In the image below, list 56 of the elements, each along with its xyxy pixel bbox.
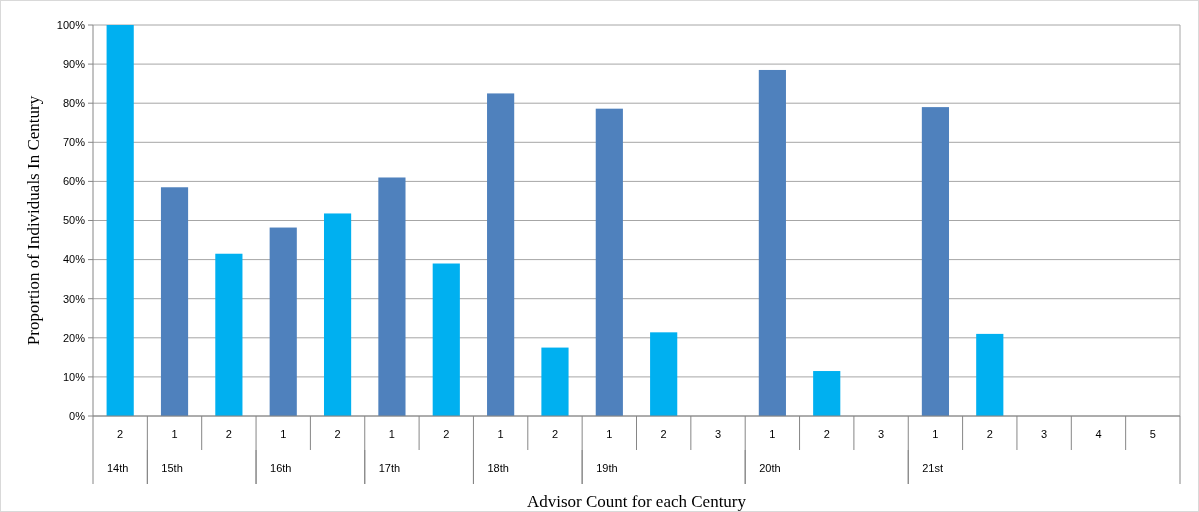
- bar: [921, 107, 950, 416]
- y-tick-label: 20%: [62, 331, 86, 344]
- x-tick-label: 3: [714, 428, 722, 440]
- text: 14th: [107, 462, 129, 474]
- text: 15th: [161, 462, 183, 474]
- bar: [106, 25, 134, 416]
- bar: [595, 108, 623, 416]
- x-tick-label: 1: [388, 428, 395, 440]
- x-tick-label: 2: [551, 428, 559, 440]
- x-tick-label: 1: [171, 428, 178, 440]
- bar: [323, 213, 352, 416]
- y-tick-label: 80%: [62, 97, 86, 110]
- x-tick-label: 2: [117, 428, 124, 440]
- x-tick-label: 1: [932, 428, 939, 440]
- x-tick-label: 2: [986, 428, 993, 440]
- y-tick-label: 40%: [62, 253, 86, 266]
- y-tick-label: 60%: [62, 175, 86, 188]
- bar: [432, 263, 460, 416]
- bar: [487, 93, 515, 416]
- x-tick-label: 2: [443, 428, 450, 440]
- bar: [813, 371, 841, 416]
- x-tick-label: 2: [225, 428, 232, 440]
- x-tick-label: 1: [606, 428, 613, 440]
- x-tick-label: 2: [660, 428, 667, 440]
- x-tick-label: 3: [878, 428, 885, 440]
- y-tick-label: 30%: [62, 292, 86, 305]
- text: 18th: [487, 462, 509, 474]
- bar: [541, 347, 569, 416]
- bar: [650, 332, 678, 416]
- x-tick-label: 5: [1149, 428, 1156, 440]
- y-axis-title: Proportion of Individuals In Century: [24, 95, 43, 346]
- bar: [378, 177, 406, 416]
- bar: [976, 333, 1004, 416]
- y-tick-label: 70%: [62, 136, 86, 149]
- x-tick-label: 2: [823, 428, 830, 440]
- text: 19th: [596, 462, 618, 474]
- bar: [215, 253, 243, 416]
- x-axis-title: Advisor Count for each Century: [526, 492, 747, 511]
- bar: [269, 227, 297, 416]
- x-tick-label: 2: [334, 428, 341, 440]
- bar: [758, 69, 786, 416]
- x-tick-label: 3: [1041, 428, 1048, 440]
- text: 21st: [922, 462, 944, 474]
- y-tick-label: 90%: [62, 57, 86, 70]
- bar: [160, 187, 189, 416]
- x-tick-label: 4: [1095, 428, 1102, 440]
- text: 17th: [378, 462, 401, 474]
- y-tick-label: 100%: [56, 18, 86, 31]
- x-tick-label: 1: [280, 428, 287, 440]
- y-tick-label: 10%: [62, 370, 86, 383]
- text: 16th: [270, 462, 292, 474]
- text: 20th: [759, 462, 781, 474]
- y-tick-label: 0%: [69, 409, 86, 422]
- x-tick-label: 1: [769, 428, 776, 440]
- x-tick-label: 1: [497, 428, 504, 440]
- y-tick-label: 50%: [62, 214, 86, 227]
